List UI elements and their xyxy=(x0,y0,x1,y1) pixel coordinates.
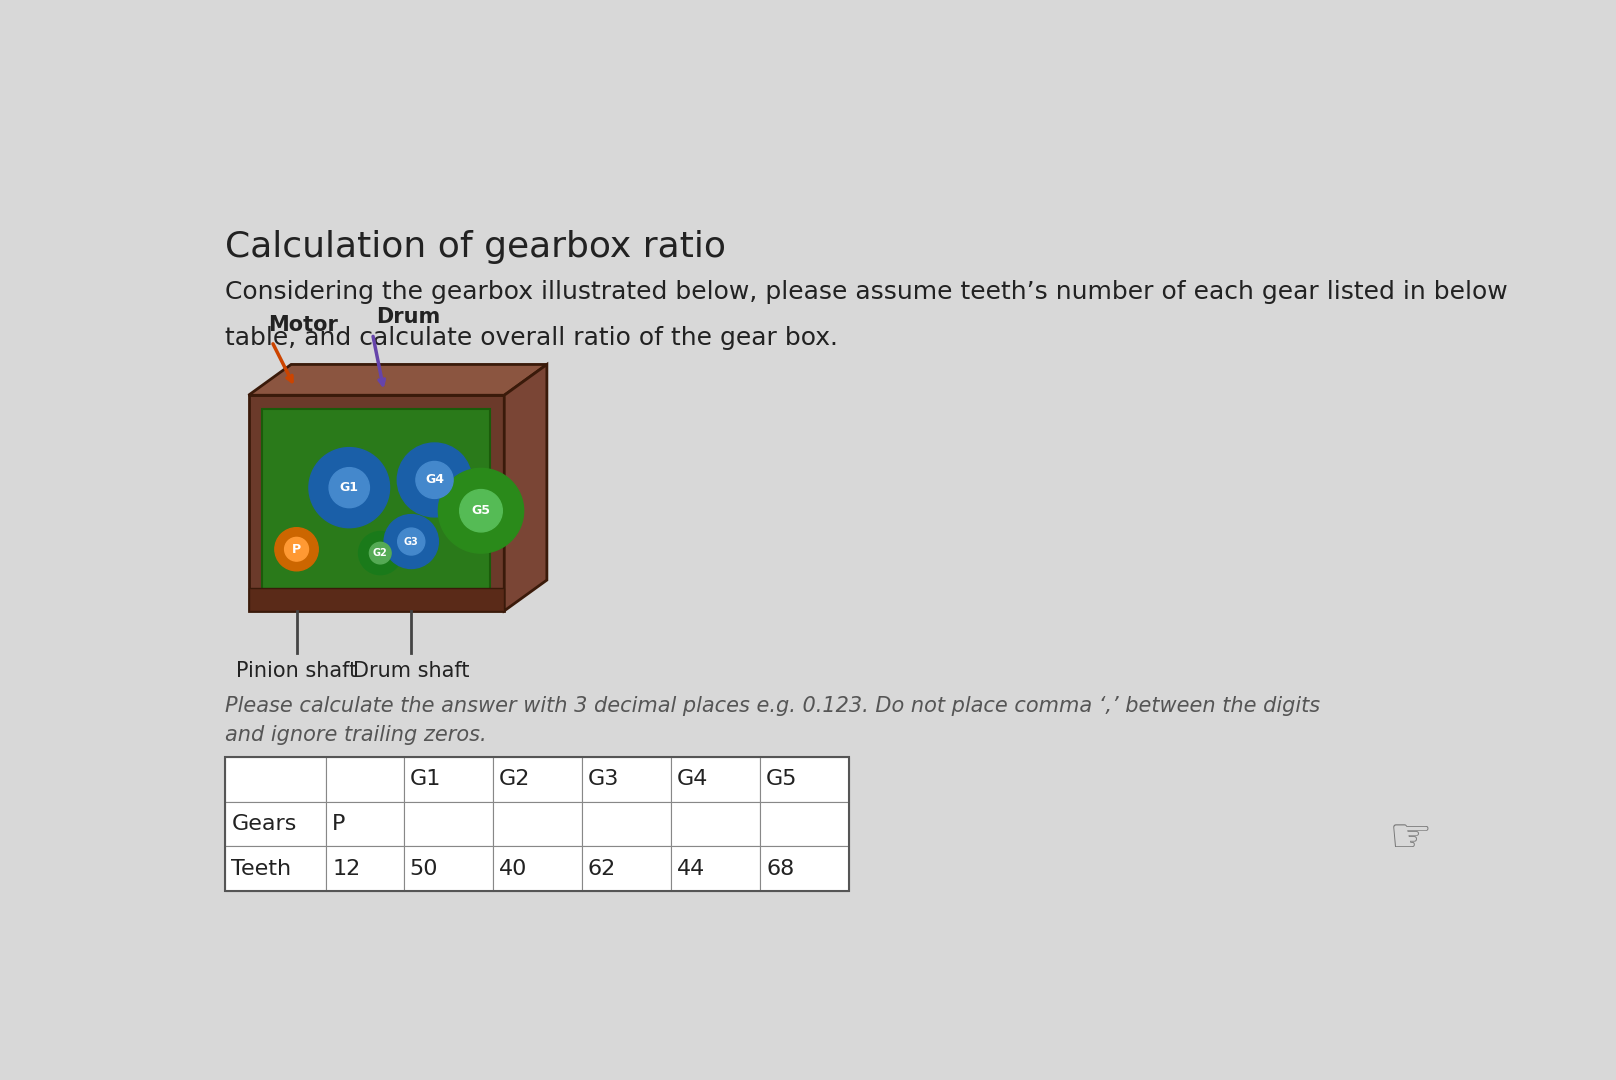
Bar xyxy=(582,801,671,847)
Bar xyxy=(326,757,404,801)
Circle shape xyxy=(398,528,425,555)
Bar xyxy=(671,801,760,847)
Text: 62: 62 xyxy=(588,859,616,879)
Text: 40: 40 xyxy=(499,859,527,879)
Circle shape xyxy=(398,443,472,517)
Text: 50: 50 xyxy=(410,859,438,879)
Bar xyxy=(671,847,760,891)
Bar xyxy=(404,847,493,891)
Text: G5: G5 xyxy=(472,504,491,517)
Bar xyxy=(493,847,582,891)
Bar xyxy=(760,847,848,891)
Text: G4: G4 xyxy=(677,769,708,789)
Bar xyxy=(760,801,848,847)
Bar xyxy=(582,757,671,801)
Bar xyxy=(760,757,848,801)
Text: Drum: Drum xyxy=(377,308,441,327)
Circle shape xyxy=(359,531,402,575)
Circle shape xyxy=(415,461,452,499)
Circle shape xyxy=(275,528,318,571)
Text: G1: G1 xyxy=(339,482,359,495)
Polygon shape xyxy=(249,364,546,395)
Circle shape xyxy=(459,489,503,532)
Circle shape xyxy=(438,469,524,553)
Text: G2: G2 xyxy=(499,769,530,789)
Bar xyxy=(404,801,493,847)
Text: ☞: ☞ xyxy=(1390,814,1433,862)
Bar xyxy=(326,847,404,891)
Bar xyxy=(326,801,404,847)
Text: Motor: Motor xyxy=(268,315,338,335)
Text: P: P xyxy=(292,543,301,556)
Circle shape xyxy=(370,542,391,564)
FancyBboxPatch shape xyxy=(262,409,490,597)
Text: 12: 12 xyxy=(333,859,360,879)
Text: Please calculate the answer with 3 decimal places e.g. 0.123. Do not place comma: Please calculate the answer with 3 decim… xyxy=(225,696,1320,716)
Text: Calculation of gearbox ratio: Calculation of gearbox ratio xyxy=(225,230,726,264)
Circle shape xyxy=(385,514,438,568)
Bar xyxy=(225,847,326,891)
Text: G2: G2 xyxy=(373,549,388,558)
Text: G1: G1 xyxy=(410,769,441,789)
Circle shape xyxy=(284,538,309,562)
Bar xyxy=(671,757,760,801)
Text: and ignore trailing zeros.: and ignore trailing zeros. xyxy=(225,725,486,745)
Text: P: P xyxy=(333,814,346,834)
Text: 68: 68 xyxy=(766,859,795,879)
Text: G3: G3 xyxy=(404,537,419,546)
Text: Gears: Gears xyxy=(231,814,297,834)
Bar xyxy=(225,801,326,847)
Bar xyxy=(493,757,582,801)
Circle shape xyxy=(330,468,370,508)
Bar xyxy=(582,847,671,891)
Bar xyxy=(225,757,326,801)
Text: G4: G4 xyxy=(425,473,444,486)
Bar xyxy=(404,757,493,801)
Text: Pinion shaft: Pinion shaft xyxy=(236,661,357,680)
Text: Considering the gearbox illustrated below, please assume teeth’s number of each : Considering the gearbox illustrated belo… xyxy=(225,280,1508,303)
FancyBboxPatch shape xyxy=(249,395,504,611)
Text: G5: G5 xyxy=(766,769,798,789)
Bar xyxy=(493,801,582,847)
Bar xyxy=(225,757,848,891)
Text: table, and calculate overall ratio of the gear box.: table, and calculate overall ratio of th… xyxy=(225,326,839,350)
Text: G3: G3 xyxy=(588,769,619,789)
Text: 44: 44 xyxy=(677,859,705,879)
Polygon shape xyxy=(504,364,546,611)
FancyBboxPatch shape xyxy=(249,588,504,611)
Circle shape xyxy=(309,447,389,528)
Text: Drum shaft: Drum shaft xyxy=(352,661,470,680)
Text: Teeth: Teeth xyxy=(231,859,291,879)
